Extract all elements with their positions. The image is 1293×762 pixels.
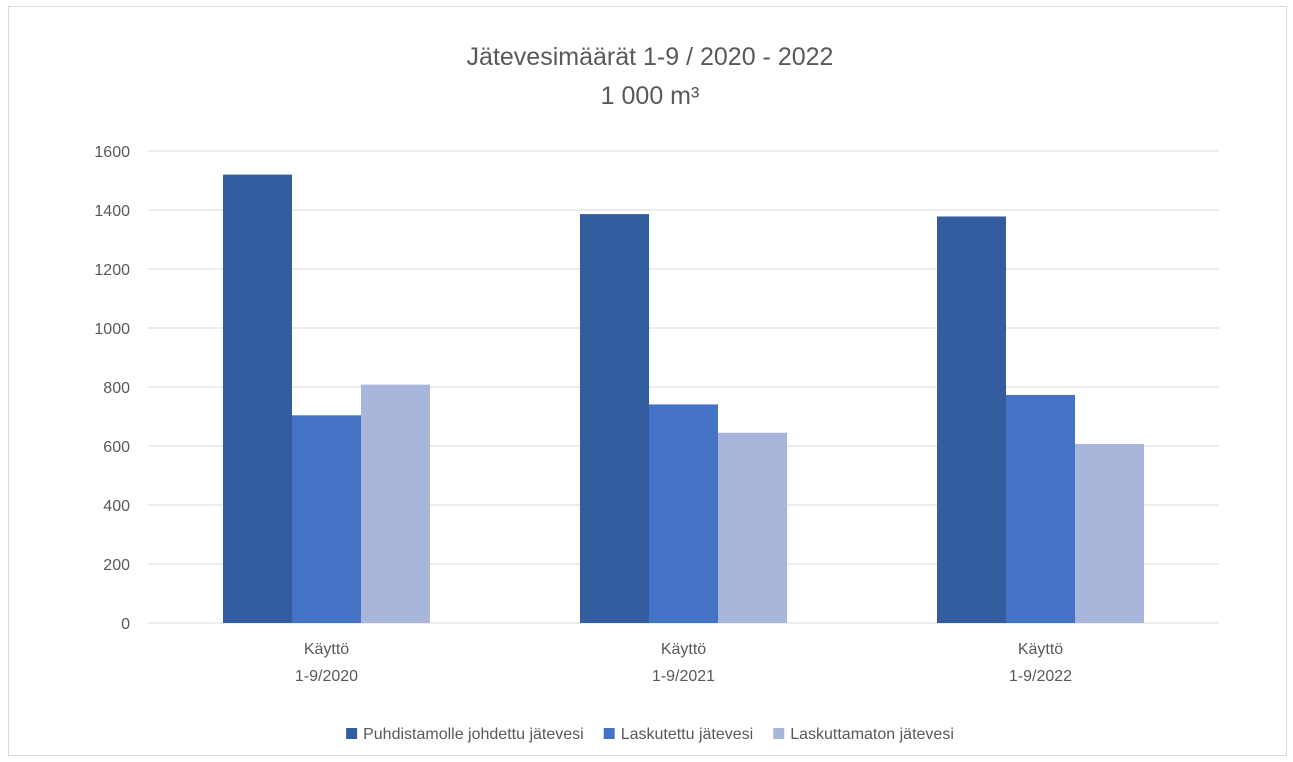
legend-item: Laskutettu jätevesi xyxy=(603,726,754,743)
y-axis: 0 200 400 600 800 1000 1200 1400 1600 xyxy=(94,144,130,633)
x-axis: Käyttö 1-9/2020 Käyttö 1-9/2021 Käyttö 1-9/20… xyxy=(295,641,1072,685)
legend-swatch xyxy=(773,728,785,739)
y-tick-label: 1400 xyxy=(94,203,130,220)
x-tick-label: 1-9/2020 xyxy=(295,668,358,685)
bar xyxy=(580,214,649,623)
bars xyxy=(223,174,1144,624)
bar xyxy=(649,404,718,623)
legend-item: Puhdistamolle johdettu jätevesi xyxy=(346,726,584,743)
y-tick-label: 400 xyxy=(103,498,130,515)
chart-title: Jätevesimäärät 1-9 / 2020 - 2022 xyxy=(467,43,834,71)
y-tick-label: 800 xyxy=(103,380,130,397)
legend-swatch xyxy=(346,728,358,739)
legend: Puhdistamolle johdettu jätevesi Laskutett… xyxy=(346,726,954,743)
chart-subtitle: 1 000 m³ xyxy=(601,82,700,110)
bar xyxy=(718,432,787,623)
bar xyxy=(1075,443,1144,623)
legend-label: Laskuttamaton jätevesi xyxy=(790,726,954,743)
x-tick-label: Käyttö xyxy=(661,641,706,658)
bar xyxy=(292,415,361,623)
y-tick-label: 1000 xyxy=(94,321,130,338)
y-tick-label: 1200 xyxy=(94,262,130,279)
x-tick-label: 1-9/2022 xyxy=(1009,668,1072,685)
bar xyxy=(937,216,1006,624)
legend-label: Puhdistamolle johdettu jätevesi xyxy=(363,726,584,743)
bar xyxy=(1006,394,1075,623)
legend-item: Laskuttamaton jätevesi xyxy=(773,726,954,743)
x-tick-label: 1-9/2021 xyxy=(652,668,715,685)
y-tick-label: 200 xyxy=(103,557,130,574)
bar xyxy=(361,384,430,623)
bar xyxy=(223,174,292,623)
y-tick-label: 1600 xyxy=(94,144,130,161)
x-tick-label: Käyttö xyxy=(1018,641,1063,658)
x-tick-label: Käyttö xyxy=(304,641,349,658)
y-tick-label: 600 xyxy=(103,439,130,456)
legend-label: Laskutettu jätevesi xyxy=(621,726,754,743)
legend-swatch xyxy=(603,728,615,739)
y-tick-label: 0 xyxy=(121,616,130,633)
